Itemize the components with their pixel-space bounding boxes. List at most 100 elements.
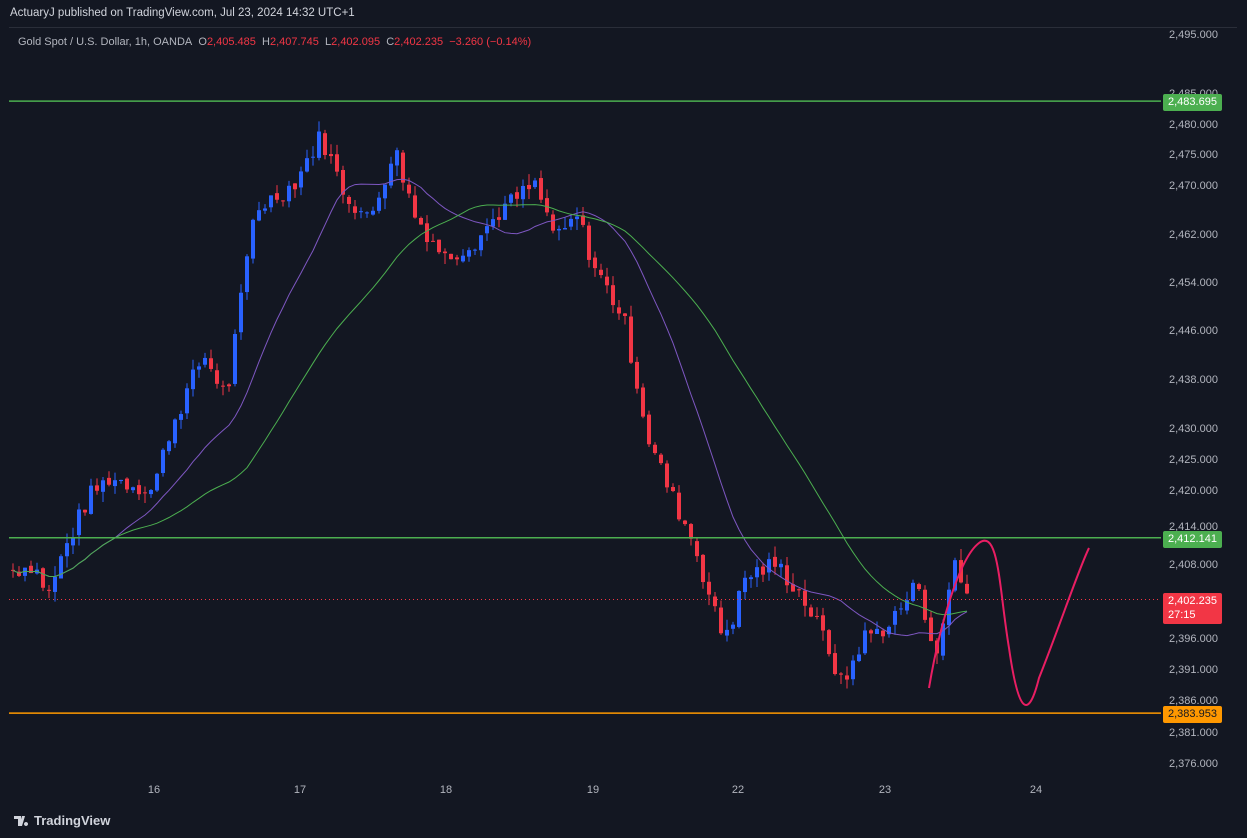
candle-down [515, 192, 519, 199]
candle-down [587, 225, 591, 260]
price-tick-label: 2,396.000 [1169, 633, 1218, 645]
candle-down [221, 385, 225, 387]
price-scale[interactable]: 2,495.0002,485.0002,480.0002,475.0002,47… [1161, 28, 1237, 801]
price-tick-label: 2,391.000 [1169, 664, 1218, 676]
candle-up [953, 560, 957, 591]
candle-up [569, 218, 573, 227]
candle-up [509, 194, 513, 203]
candle-down [689, 524, 693, 539]
top-bar: ActuaryJ published on TradingView.com, J… [0, 0, 1247, 27]
price-tick-label: 2,425.000 [1169, 454, 1218, 466]
candle-down [611, 285, 615, 306]
moving-average-fast [12, 178, 968, 637]
candle-down [803, 590, 807, 606]
price-tick-label: 2,495.000 [1169, 29, 1218, 41]
price-tick-label: 2,386.000 [1169, 695, 1218, 707]
candle-up [197, 366, 201, 370]
candles [11, 121, 969, 689]
candle-down [719, 607, 723, 634]
candle-up [887, 626, 891, 635]
candle-up [533, 180, 537, 188]
last-price-value: 2,402.235 [1168, 595, 1217, 607]
candle-up [905, 600, 909, 611]
candle-down [413, 195, 417, 218]
price-tick-label: 2,408.000 [1169, 559, 1218, 571]
candle-down [107, 477, 111, 485]
price-tick-label: 2,381.000 [1169, 727, 1218, 739]
candle-up [65, 543, 69, 557]
candle-up [149, 490, 153, 495]
candle-up [59, 556, 63, 579]
candle-up [863, 630, 867, 654]
candle-up [779, 563, 783, 568]
candle-up [395, 150, 399, 166]
candle-down [683, 520, 687, 525]
footer-bar: TradingView [0, 800, 1247, 838]
candle-down [347, 196, 351, 204]
candle-down [827, 630, 831, 655]
candle-up [875, 628, 879, 635]
candle-up [263, 208, 267, 211]
candle-down [437, 239, 441, 253]
price-tick-label: 2,454.000 [1169, 277, 1218, 289]
candle-up [461, 255, 465, 262]
brand-label: TradingView [34, 813, 111, 828]
candle-down [605, 276, 609, 286]
symbol-name[interactable]: Gold Spot / U.S. Dollar, 1h, OANDA [18, 36, 193, 48]
candle-up [53, 576, 57, 592]
time-axis-label: 16 [148, 784, 160, 796]
candle-up [563, 228, 567, 230]
candle-down [929, 617, 933, 642]
candle-down [821, 615, 825, 631]
candle-up [173, 419, 177, 444]
candle-up [233, 334, 237, 384]
candle-up [299, 171, 303, 188]
candle-down [797, 589, 801, 591]
price-tick-label: 2,420.000 [1169, 485, 1218, 497]
candle-down [341, 170, 345, 195]
candle-down [11, 569, 15, 571]
time-axis-label: 23 [879, 784, 891, 796]
low-label: L [325, 36, 332, 48]
candle-down [677, 492, 681, 520]
candle-up [245, 256, 249, 293]
candle-up [767, 559, 771, 573]
change-value: −3.260 (−0.14%) [449, 36, 532, 48]
candle-down [791, 584, 795, 592]
candle-down [923, 589, 927, 620]
tradingview-brand[interactable]: TradingView [14, 813, 110, 828]
candle-down [401, 152, 405, 183]
candle-down [965, 583, 969, 594]
candle-down [845, 675, 849, 680]
candle-down [227, 384, 231, 387]
candle-down [95, 485, 99, 491]
high-value: 2,407.745 [269, 36, 319, 48]
candle-up [491, 219, 495, 227]
candle-up [101, 480, 105, 492]
candle-up [893, 610, 897, 625]
price-chart[interactable]: 16 17 18 19 22 23 24 [9, 28, 1161, 801]
candle-up [365, 212, 369, 214]
price-tick-label: 2,475.000 [1169, 149, 1218, 161]
candle-down [839, 673, 843, 675]
price-tick-label: 2,376.000 [1169, 758, 1218, 770]
candle-down [83, 509, 87, 513]
candle-up [371, 210, 375, 215]
candle-up [737, 590, 741, 627]
candle-down [623, 313, 627, 316]
candle-down [41, 568, 45, 588]
candle-up [947, 589, 951, 626]
candle-down [137, 485, 141, 495]
support-price-tag: 2,383.953 [1163, 706, 1222, 723]
close-value: 2,402.235 [394, 36, 444, 48]
candle-up [287, 185, 291, 202]
time-axis-label: 22 [732, 784, 744, 796]
price-tick-label: 2,470.000 [1169, 180, 1218, 192]
candle-down [455, 257, 459, 260]
candle-down [665, 463, 669, 488]
candle-up [191, 369, 195, 390]
candle-up [89, 485, 93, 514]
candle-up [113, 480, 117, 487]
price-tick-label: 2,438.000 [1169, 374, 1218, 386]
